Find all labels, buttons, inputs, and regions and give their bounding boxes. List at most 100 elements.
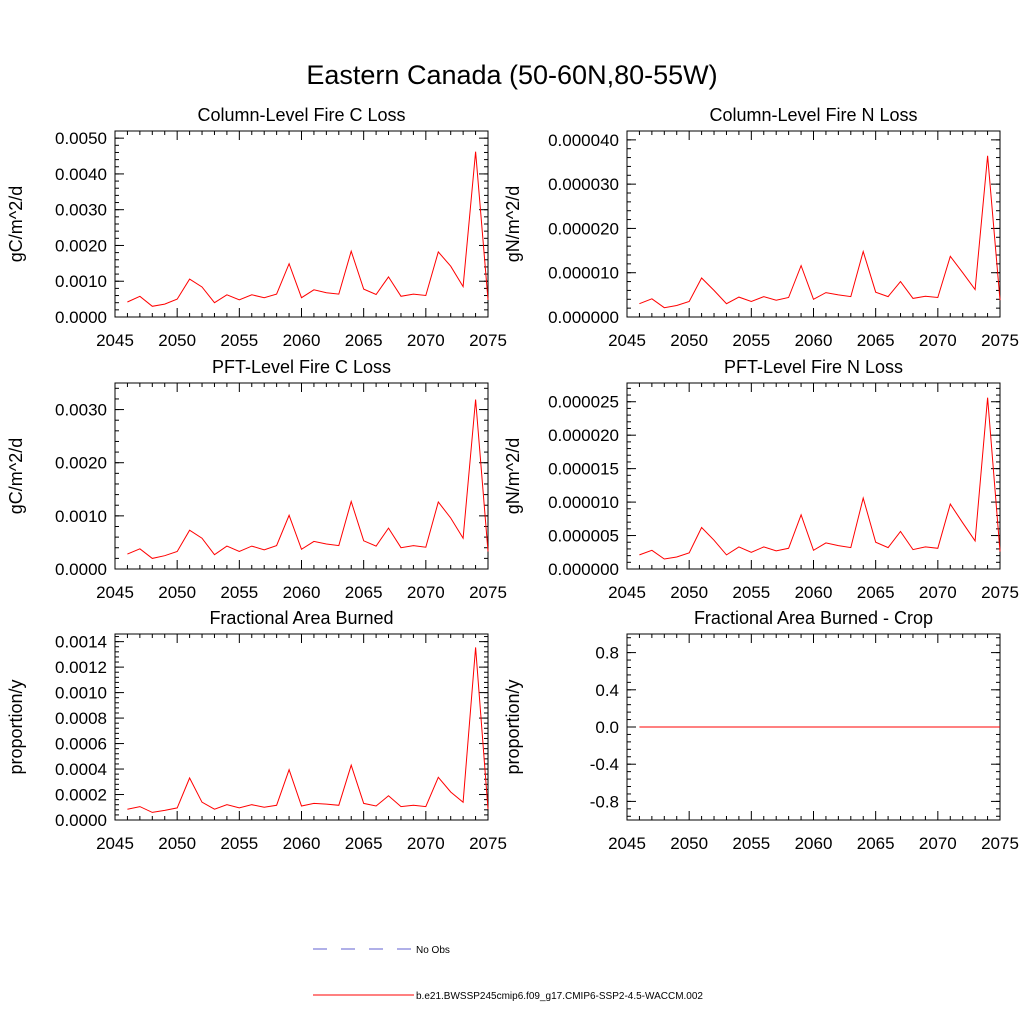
y-tick-label: 0.000000 [548, 560, 619, 579]
x-tick-label: 2050 [158, 834, 196, 853]
panel-4: PFT-Level Fire N Loss gN/m^2/d 2045 2050 205… [503, 357, 1019, 602]
x-tick-label: 2045 [96, 834, 134, 853]
x-tick-label: 2070 [407, 834, 445, 853]
y-tick-label: 0.000010 [548, 493, 619, 512]
panel-6: Fractional Area Burned - Crop proportion/… [503, 608, 1019, 853]
x-tick-label: 2075 [981, 583, 1019, 602]
series-line [127, 399, 489, 559]
y-tick-label: 0.0004 [55, 760, 107, 779]
y-tick-label: 0.000030 [548, 175, 619, 194]
y-tick-label: 0.0012 [55, 658, 107, 677]
x-tick-label: 2075 [469, 583, 507, 602]
x-tick-label: 2060 [283, 583, 321, 602]
x-tick-label: 2055 [732, 331, 770, 350]
panel-2: Column-Level Fire N Loss gN/m^2/d 2045 2050… [503, 105, 1019, 350]
series-line [639, 397, 1001, 560]
y-tick-label: 0.0008 [55, 709, 107, 728]
y-tick-label: 0.0000 [55, 560, 107, 579]
x-tick-label: 2045 [608, 834, 646, 853]
x-tick-label: 2060 [795, 583, 833, 602]
x-tick-label: 2065 [857, 583, 895, 602]
legend: No Obs b.e21.BWSSP245cmip6.f09_g17.CMIP6… [313, 945, 703, 1002]
plot-frame [114, 130, 489, 318]
x-tick-label: 2060 [795, 834, 833, 853]
y-tick-label: 0.0010 [55, 684, 107, 703]
y-tick-label: -0.4 [590, 755, 619, 774]
y-tick-label: 0.000020 [548, 426, 619, 445]
panel-title: Fractional Area Burned - Crop [694, 608, 933, 628]
x-tick-label: 2055 [220, 834, 258, 853]
y-tick-label: 0.0006 [55, 735, 107, 754]
x-tick-label: 2075 [469, 331, 507, 350]
panel-title: Column-Level Fire C Loss [197, 105, 405, 125]
panel-title: Column-Level Fire N Loss [709, 105, 917, 125]
y-tick-label: -0.8 [590, 792, 619, 811]
y-tick-label: 0.0010 [55, 507, 107, 526]
x-tick-label: 2050 [158, 331, 196, 350]
x-tick-label: 2055 [220, 331, 258, 350]
y-tick-label: 0.000025 [548, 393, 619, 412]
plot-frame [114, 382, 489, 570]
x-tick-label: 2045 [608, 583, 646, 602]
series-line [127, 647, 489, 813]
y-tick-label: 0.0040 [55, 165, 107, 184]
y-tick-label: 0.000000 [548, 308, 619, 327]
plot-frame [626, 382, 1001, 570]
legend-obs-label: No Obs [416, 945, 450, 956]
x-tick-label: 2050 [158, 583, 196, 602]
y-axis-label: gN/m^2/d [503, 186, 523, 262]
y-tick-label: 0.0000 [55, 308, 107, 327]
x-tick-label: 2055 [732, 834, 770, 853]
legend-model-label: b.e21.BWSSP245cmip6.f09_g17.CMIP6-SSP2-4… [416, 991, 703, 1002]
series-line [639, 155, 1001, 309]
x-tick-label: 2070 [919, 331, 957, 350]
x-tick-label: 2060 [283, 331, 321, 350]
y-axis-label: gC/m^2/d [6, 186, 26, 262]
x-tick-label: 2070 [919, 583, 957, 602]
y-tick-label: 0.0020 [55, 454, 107, 473]
y-axis-label: gC/m^2/d [6, 438, 26, 514]
y-tick-label: 0.0050 [55, 129, 107, 148]
y-tick-label: 0.0 [595, 718, 619, 737]
y-axis-label: gN/m^2/d [503, 438, 523, 514]
y-axis-label: proportion/y [6, 679, 26, 774]
x-tick-label: 2065 [345, 583, 383, 602]
y-axis-label: proportion/y [503, 679, 523, 774]
panel-title: PFT-Level Fire C Loss [212, 357, 391, 377]
x-tick-label: 2045 [96, 331, 134, 350]
x-tick-label: 2070 [407, 331, 445, 350]
x-tick-label: 2065 [345, 331, 383, 350]
y-tick-label: 0.0002 [55, 786, 107, 805]
x-tick-label: 2045 [608, 331, 646, 350]
x-tick-label: 2070 [407, 583, 445, 602]
panel-1: Column-Level Fire C Loss gC/m^2/d 2045 2050… [6, 105, 507, 350]
y-tick-label: 0.000020 [548, 219, 619, 238]
panel-5: Fractional Area Burned proportion/y 2045 20… [6, 608, 507, 853]
y-tick-label: 0.000015 [548, 460, 619, 479]
x-tick-label: 2055 [220, 583, 258, 602]
x-tick-label: 2075 [981, 834, 1019, 853]
y-tick-label: 0.8 [595, 644, 619, 663]
y-tick-label: 0.000005 [548, 527, 619, 546]
x-tick-label: 2050 [670, 834, 708, 853]
figure-title: Eastern Canada (50-60N,80-55W) [306, 60, 717, 90]
x-tick-label: 2055 [732, 583, 770, 602]
x-tick-label: 2075 [981, 331, 1019, 350]
x-tick-label: 2060 [795, 331, 833, 350]
x-tick-label: 2070 [919, 834, 957, 853]
panels: Column-Level Fire C Loss gC/m^2/d 2045 2050… [6, 105, 1019, 853]
y-tick-label: 0.0000 [55, 811, 107, 830]
y-tick-label: 0.4 [595, 681, 619, 700]
panel-title: Fractional Area Burned [209, 608, 393, 628]
panel-3: PFT-Level Fire C Loss gC/m^2/d 2045 2050 205… [6, 357, 507, 602]
y-tick-label: 0.000010 [548, 264, 619, 283]
x-tick-label: 2060 [283, 834, 321, 853]
x-tick-label: 2065 [345, 834, 383, 853]
x-tick-label: 2045 [96, 583, 134, 602]
x-tick-label: 2065 [857, 834, 895, 853]
x-tick-label: 2050 [670, 331, 708, 350]
series-line [127, 151, 489, 307]
x-tick-label: 2065 [857, 331, 895, 350]
y-tick-label: 0.0010 [55, 272, 107, 291]
